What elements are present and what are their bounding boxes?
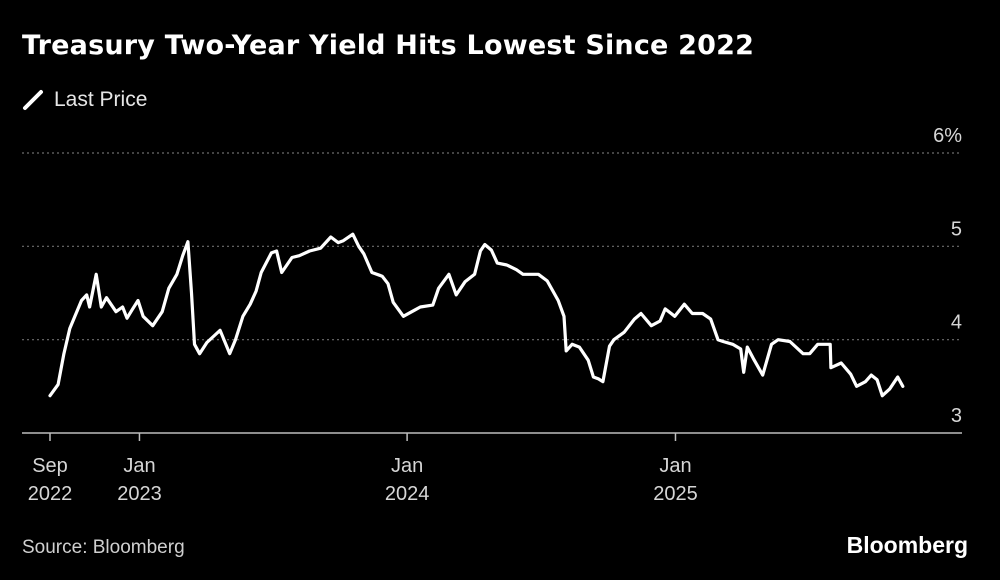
chart-title: Treasury Two-Year Yield Hits Lowest Sinc…	[22, 30, 755, 61]
y-tick-label: 6%	[933, 125, 962, 147]
bloomberg-logo: Bloomberg	[846, 532, 968, 558]
x-tick-label-year: 2025	[653, 483, 698, 505]
y-tick-label: 5	[951, 218, 962, 240]
x-tick-label-year: 2024	[385, 483, 430, 505]
source-note: Source: Bloomberg	[22, 537, 185, 558]
x-tick-label-month: Jan	[123, 455, 155, 477]
legend-line-icon	[23, 90, 43, 110]
x-axis	[22, 432, 962, 441]
series	[48, 232, 905, 398]
y-tick-label: 3	[951, 405, 962, 427]
x-tick-label-month: Jan	[659, 455, 691, 477]
x-tick-label-month: Jan	[391, 455, 423, 477]
legend: Last Price	[22, 88, 147, 112]
series-line-last-price	[48, 232, 905, 398]
x-tick-label-year: 2022	[28, 483, 73, 505]
y-axis-labels: 6% 5 4 3	[933, 125, 962, 427]
gridlines	[22, 152, 962, 341]
x-tick-label-year: 2023	[117, 483, 162, 505]
x-tick-label-month: Sep	[32, 455, 68, 477]
y-tick-label: 4	[951, 312, 962, 334]
legend-label: Last Price	[54, 88, 148, 111]
x-axis-labels: Sep 2022 Jan 2023 Jan 2024 Jan 2025	[28, 455, 698, 505]
